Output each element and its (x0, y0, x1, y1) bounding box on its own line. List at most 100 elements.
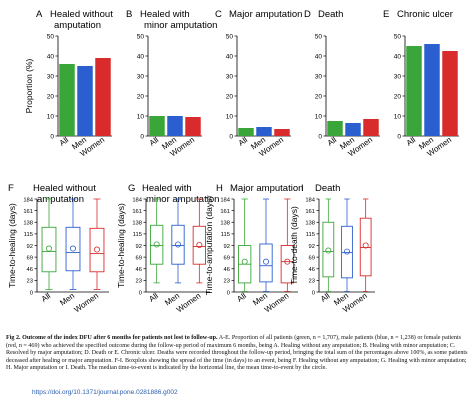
panel-a-bar-women (95, 58, 111, 136)
panel-a-ytick-label: 0 (50, 133, 54, 140)
panel-g-mean-women (196, 241, 203, 248)
panel-f-xlabel-women: Women (73, 291, 101, 314)
panel-h-mean-women (284, 258, 291, 265)
panel-c-ytick-label: 20 (226, 93, 234, 100)
panel-h-box-women (280, 245, 294, 284)
panel-g-box-all (150, 224, 164, 265)
panel-i-ytick-label: 46 (309, 267, 315, 273)
panel-b-bar-women (185, 117, 201, 136)
panel-b-bar-all (149, 116, 165, 136)
panel-e-bar-men (424, 44, 440, 136)
panel-d-ytick-label: 10 (315, 113, 323, 120)
panel-f-ytick-label: 184 (23, 197, 33, 203)
panel-f-box-all (41, 226, 57, 273)
panel-i-ytick-label: 69 (309, 255, 315, 261)
figure-caption: Fig 2. Outcome of the index DFU after 6 … (6, 335, 468, 373)
panel-b-ytick-label: 20 (137, 93, 145, 100)
panel-h-ytick-label: 0 (227, 290, 230, 296)
panel-f-mean-all (46, 245, 53, 252)
panel-g-box-men (171, 224, 185, 265)
panel-b-ytick-label: 40 (137, 53, 145, 60)
panel-f-ytick-label: 0 (30, 290, 33, 296)
panel-h-box-men (259, 243, 273, 283)
panel-e-ytick-label: 40 (394, 53, 402, 60)
panel-b-ytick-label: 30 (137, 73, 145, 80)
panel-e-bar-women (442, 51, 458, 136)
panel-h-ytick-label: 115 (221, 232, 230, 238)
panel-h-xlabel-all: All (235, 291, 248, 304)
panel-c-title-line-1: Major amputation (229, 9, 302, 20)
panel-a-bar-men (77, 66, 93, 136)
panel-i-ytick-label: 161 (305, 209, 315, 215)
panel-i-ylabel: Time-to-death (days) (289, 206, 299, 285)
panel-b-ytick-label: 0 (140, 133, 144, 140)
panel-i-box-all (322, 221, 335, 278)
panel-f-title-line-1: Healed without (33, 183, 96, 194)
panel-g-letter: G (128, 183, 135, 194)
panel-h-ytick-label: 138 (220, 221, 230, 227)
panel-i-ytick-label: 92 (309, 244, 315, 250)
panel-e-ytick-label: 50 (394, 33, 402, 40)
panel-g-xlabel-all: All (147, 291, 160, 304)
panel-i-mean-women (362, 242, 369, 249)
panel-d-title-line-1: Death (318, 9, 343, 20)
panel-a-title-line-2: amputation (54, 20, 101, 31)
panel-f-ytick-label: 92 (27, 244, 33, 250)
panel-b-title-line-1: Healed with (140, 9, 190, 20)
panel-g-title-line-2: minor amputation (146, 194, 219, 205)
panel-a-ytick-label: 50 (47, 33, 55, 40)
panel-f-letter: F (8, 183, 14, 194)
panel-f-box-men (65, 226, 81, 272)
panel-h-ytick-label: 46 (224, 267, 230, 273)
panel-c-bar-men (256, 127, 272, 136)
panel-c-ytick-label: 10 (226, 113, 234, 120)
panel-c-ytick-label: 50 (226, 33, 234, 40)
panel-f-xlabel-men: Men (58, 291, 76, 307)
panel-a-bar-all (59, 64, 75, 136)
panel-f-ytick-label: 115 (24, 232, 33, 238)
panel-f-xlabel-all: All (40, 291, 53, 304)
panel-i-box-women (359, 217, 372, 277)
panel-e-ytick-label: 10 (394, 113, 402, 120)
panel-d-ytick-label: 30 (315, 73, 323, 80)
panel-c-ytick-label: 30 (226, 73, 234, 80)
panel-i-xlabel-all: All (319, 291, 332, 304)
caption-label: Fig 2. Outcome of the index DFU after 6 … (6, 335, 218, 341)
panel-d-ytick-label: 50 (315, 33, 323, 40)
panel-e-ytick-label: 30 (394, 73, 402, 80)
panel-e-letter: E (383, 9, 389, 20)
panel-h-ytick-label: 161 (220, 209, 230, 215)
panel-e-title-line-1: Chronic ulcer (397, 9, 453, 20)
panel-g-ytick-label: 115 (133, 232, 142, 238)
doi-link[interactable]: https://doi.org/10.1371/journal.pone.028… (32, 389, 178, 396)
panel-i-ytick-label: 115 (306, 232, 315, 238)
panel-a-letter: A (36, 9, 43, 20)
panel-c-letter: C (215, 9, 222, 20)
panel-c-ytick-label: 0 (229, 133, 233, 140)
panel-g-ytick-label: 184 (132, 197, 142, 203)
panel-b-bar-men (167, 116, 183, 136)
panel-f-title-line-2: amputation (37, 194, 84, 205)
panel-i-mean-all (325, 247, 332, 254)
panel-b-letter: B (126, 9, 132, 20)
panel-h-ylabel: Time-to-amputation (days) (204, 196, 214, 296)
panel-b-ytick-label: 10 (137, 113, 145, 120)
panel-g-title-line-1: Healed with (142, 183, 192, 194)
panel-g-ytick-label: 46 (136, 267, 142, 273)
panel-d-ytick-label: 20 (315, 93, 323, 100)
panel-h-ytick-label: 184 (220, 197, 230, 203)
figure-canvas: A Healed withoutamputation01020304050Prop… (7, 9, 459, 314)
panel-g-ylabel: Time-to-healing (days) (116, 203, 126, 288)
panel-d-bar-women (363, 119, 379, 136)
panel-g-mean-all (153, 241, 160, 248)
panel-d-xlabel-all: All (326, 135, 339, 148)
panel-i-ytick-label: 0 (312, 290, 315, 296)
panel-i-ytick-label: 184 (305, 197, 315, 203)
panel-h-mean-men (262, 258, 269, 265)
panel-e-bar-all (406, 46, 422, 136)
panel-h-xlabel-women: Women (263, 291, 291, 314)
panel-f-mean-women (94, 246, 101, 253)
panel-h-ytick-label: 23 (224, 279, 230, 285)
panel-i-box-men (341, 225, 353, 279)
panel-a-ytick-label: 30 (47, 73, 55, 80)
